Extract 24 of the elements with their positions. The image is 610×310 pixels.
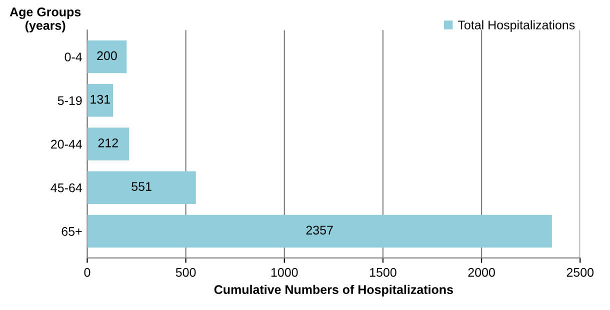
y-axis-title: Age Groups (years) — [10, 8, 81, 32]
bar — [87, 128, 130, 160]
y-tick-label: 0-4 — [64, 52, 82, 62]
data-label: 200 — [97, 51, 117, 60]
y-tick-label: 45-64 — [50, 183, 82, 192]
y-tick-label: 5-19 — [58, 96, 82, 106]
x-tick-label: 2500 — [566, 268, 594, 277]
x-tick-label: 1000 — [271, 268, 298, 277]
data-label: 2357 — [306, 226, 333, 235]
x-tick-label: 500 — [176, 268, 196, 277]
x-tick-label: 0 — [84, 268, 90, 277]
data-label: 131 — [90, 94, 110, 104]
data-label: 551 — [132, 182, 152, 191]
legend-label: Total Hospitalizations — [458, 20, 575, 32]
bar — [87, 214, 552, 248]
bar — [87, 40, 127, 74]
x-tick-label: 2000 — [468, 268, 495, 277]
bar — [87, 171, 196, 204]
x-tick-label: 1500 — [370, 268, 396, 277]
bar — [87, 84, 114, 117]
y-tick-label: 65+ — [62, 227, 82, 236]
x-axis-title: Cumulative Numbers of Hospitalizations — [214, 284, 453, 296]
y-tick-label: 20-44 — [51, 140, 82, 149]
data-label: 212 — [98, 138, 118, 148]
